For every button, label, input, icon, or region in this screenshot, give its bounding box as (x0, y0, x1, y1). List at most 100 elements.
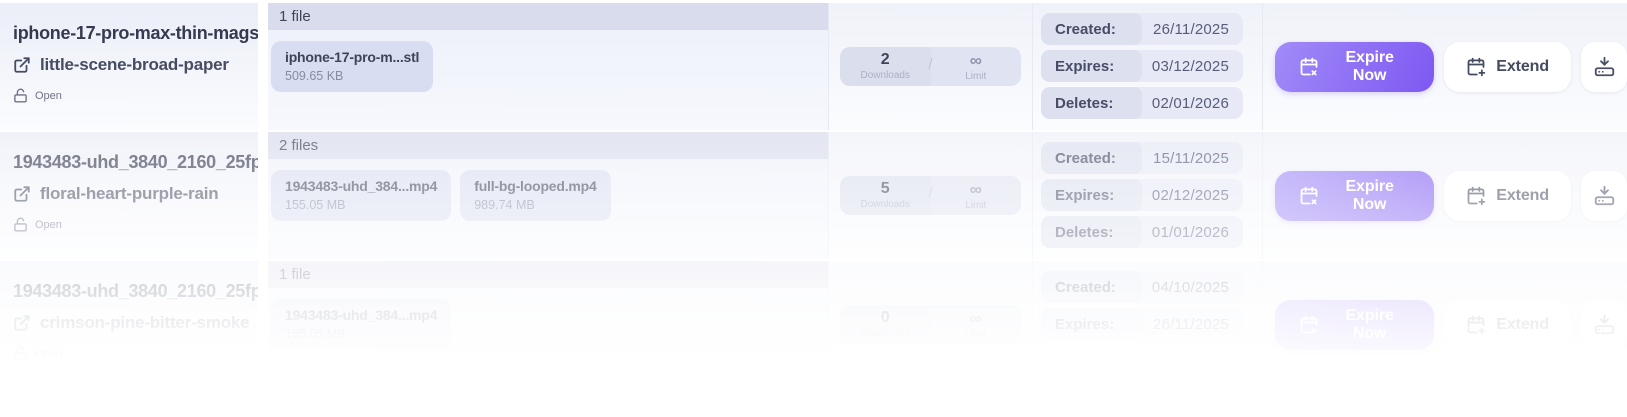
date-row-label: Deletes: (1041, 87, 1142, 119)
downloads-count-label: Downloads (860, 199, 910, 210)
column-gutter (258, 132, 268, 259)
date-row-value: 26/11/2025 (1153, 315, 1229, 333)
extend-label: Extend (1496, 57, 1550, 75)
download-button[interactable] (1581, 299, 1627, 350)
downloads-count: 2 (880, 51, 890, 68)
file-chip[interactable]: 1943483-uhd_384...mp4 155.05 MB (271, 170, 452, 221)
extend-button[interactable]: Extend (1444, 41, 1572, 92)
downloads-limit-block: ∞ Limit (931, 305, 1022, 344)
downloads-counter: 0 Downloads ∞ Limit / (840, 305, 1021, 344)
date-row: Expires: 26/11/2025 (1041, 308, 1243, 340)
downloads-limit: ∞ (969, 179, 982, 199)
calendar-x-icon (1299, 315, 1319, 335)
downloads-separator: / (928, 314, 933, 331)
link-info-cell: iphone-17-pro-max-thin-magsa little-scen… (0, 3, 258, 130)
downloads-separator: / (928, 185, 933, 202)
column-gutter (258, 261, 268, 388)
downloads-limit: ∞ (969, 308, 982, 328)
date-row-label: Expires: (1041, 308, 1142, 340)
downloads-limit-block: ∞ Limit (931, 47, 1022, 86)
downloads-count: 5 (880, 180, 890, 197)
date-row-label: Expires: (1041, 179, 1142, 211)
extend-button[interactable]: Extend (1444, 170, 1572, 221)
file-chip-name: iphone-17-pro-m...stl (285, 49, 420, 65)
transfer-link-label: crimson-pine-bitter-smoke (40, 313, 250, 332)
extend-label: Extend (1496, 186, 1550, 204)
downloads-count-block: 5 Downloads (840, 176, 931, 215)
transfer-link[interactable]: little-scene-broad-paper (13, 55, 258, 75)
downloads-limit-block: ∞ Limit (931, 176, 1022, 215)
file-count-label: 1 file (268, 3, 828, 30)
file-chip[interactable]: 1943483-uhd_384...mp4 155.05 MB (271, 299, 452, 350)
transfer-rows: iphone-17-pro-max-thin-magsa little-scen… (0, 3, 1627, 388)
open-lock-icon (13, 88, 28, 103)
access-status: Open (13, 217, 258, 232)
download-button[interactable] (1581, 170, 1627, 221)
dates-cell: Created: 15/11/2025 Expires: 02/12/2025 … (1032, 132, 1262, 259)
files-cell: 1 file iphone-17-pro-m...stl 509.65 KB (268, 3, 828, 130)
file-chip-size: 155.05 MB (285, 198, 346, 212)
transfer-link[interactable]: crimson-pine-bitter-smoke (13, 313, 258, 333)
downloads-count-label: Downloads (860, 328, 910, 339)
expire-now-label: Expire Now (1345, 48, 1394, 84)
date-row-label: Deletes: (1041, 216, 1142, 248)
extend-button[interactable]: Extend (1444, 299, 1572, 350)
expire-now-label: Expire Now (1345, 177, 1394, 213)
extend-label: Extend (1496, 315, 1550, 333)
downloads-cell: 0 Downloads ∞ Limit / (828, 261, 1032, 388)
downloads-cell: 2 Downloads ∞ Limit / (828, 3, 1032, 130)
transfer-title: 1943483-uhd_3840_2160_25fp (13, 281, 258, 301)
access-status-label: Open (35, 347, 62, 360)
date-row-label: Created: (1041, 271, 1142, 303)
calendar-x-icon (1299, 57, 1319, 77)
external-link-icon (13, 56, 31, 74)
file-chips: 1943483-uhd_384...mp4 155.05 MB full-bg-… (268, 159, 828, 221)
files-cell: 2 files 1943483-uhd_384...mp4 155.05 MB … (268, 132, 828, 259)
file-chips: 1943483-uhd_384...mp4 155.05 MB (268, 288, 828, 350)
file-chip-name: 1943483-uhd_384...mp4 (285, 307, 438, 323)
calendar-plus-icon (1466, 186, 1486, 206)
file-chips: iphone-17-pro-m...stl 509.65 KB (268, 30, 828, 92)
transfer-title: iphone-17-pro-max-thin-magsa (13, 23, 258, 43)
date-row: Expires: 02/12/2025 (1041, 179, 1243, 211)
date-row-value: 15/11/2025 (1153, 149, 1229, 167)
date-row-label: Expires: (1041, 50, 1142, 82)
link-info-cell: 1943483-uhd_3840_2160_25fp crimson-pine-… (0, 261, 258, 388)
file-chip-size: 509.65 KB (285, 69, 344, 83)
date-row: Created: 15/11/2025 (1041, 142, 1243, 174)
download-button[interactable] (1581, 41, 1627, 92)
date-row-value: 03/12/2025 (1151, 57, 1229, 75)
file-chip[interactable]: iphone-17-pro-m...stl 509.65 KB (271, 41, 434, 92)
file-chip-size: 155.05 MB (285, 327, 346, 341)
actions-cell: Expire Now Extend (1262, 3, 1627, 130)
expire-now-button[interactable]: Expire Now (1275, 41, 1435, 92)
downloads-counter: 2 Downloads ∞ Limit / (840, 47, 1021, 86)
date-row-label: Created: (1041, 142, 1142, 174)
calendar-plus-icon (1466, 57, 1486, 77)
date-row-value: 02/12/2025 (1151, 186, 1229, 204)
downloads-count-label: Downloads (860, 70, 910, 81)
transfer-link[interactable]: floral-heart-purple-rain (13, 184, 258, 204)
downloads-counter: 5 Downloads ∞ Limit / (840, 176, 1021, 215)
file-chip[interactable]: full-bg-looped.mp4 989.74 MB (460, 170, 611, 221)
date-row: Created: 26/11/2025 (1041, 13, 1243, 45)
files-cell: 1 file 1943483-uhd_384...mp4 155.05 MB (268, 261, 828, 388)
expire-now-button[interactable]: Expire Now (1275, 170, 1435, 221)
date-row: Created: 04/10/2025 (1041, 271, 1243, 303)
dates-cell: Created: 04/10/2025 Expires: 26/11/2025 (1032, 261, 1262, 388)
transfer-row: 1943483-uhd_3840_2160_25fp floral-heart-… (0, 132, 1627, 259)
actions-cell: Expire Now Extend (1262, 261, 1627, 388)
download-icon (1594, 56, 1615, 77)
date-row-value: 02/01/2026 (1151, 94, 1229, 112)
transfer-row: iphone-17-pro-max-thin-magsa little-scen… (0, 3, 1627, 130)
download-icon (1594, 185, 1615, 206)
dates-cell: Created: 26/11/2025 Expires: 03/12/2025 … (1032, 3, 1262, 130)
external-link-icon (13, 314, 31, 332)
column-gutter (258, 3, 268, 130)
date-row: Expires: 03/12/2025 (1041, 50, 1243, 82)
open-lock-icon (13, 346, 28, 361)
downloads-limit-label: Limit (965, 328, 987, 340)
open-lock-icon (13, 217, 28, 232)
downloads-limit: ∞ (969, 50, 982, 70)
expire-now-button[interactable]: Expire Now (1275, 299, 1435, 350)
